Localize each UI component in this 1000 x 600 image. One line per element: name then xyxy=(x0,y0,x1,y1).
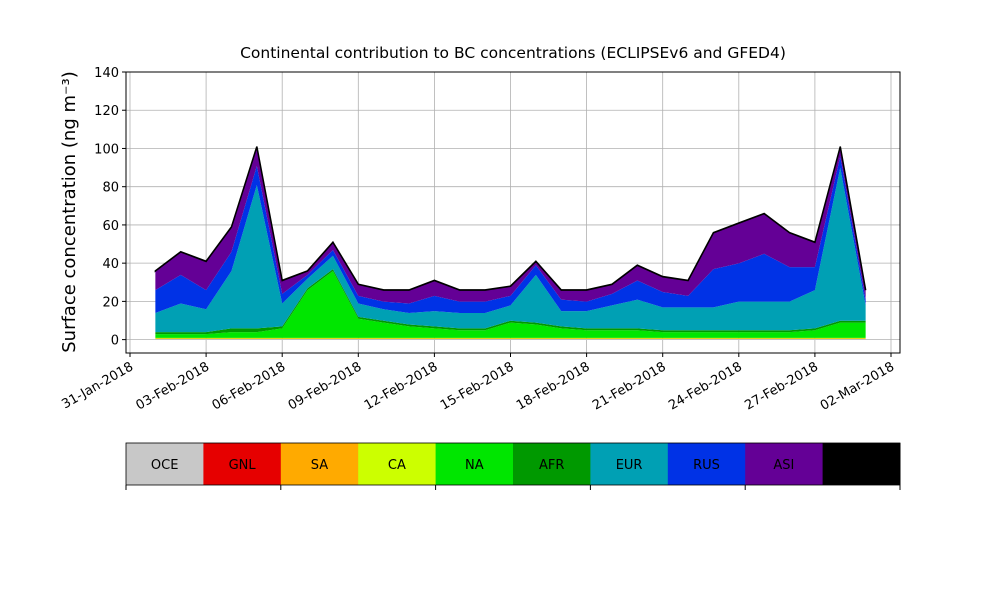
legend-label: RUS xyxy=(693,458,720,473)
y-tick-label: 40 xyxy=(102,257,119,272)
area xyxy=(155,156,866,314)
x-tick-label: 31-Jan-2018 xyxy=(59,359,136,412)
x-tick-label: 24-Feb-2018 xyxy=(666,359,745,413)
y-tick-label: 140 xyxy=(94,66,119,81)
area xyxy=(154,146,867,291)
x-tick-label: 18-Feb-2018 xyxy=(514,359,593,413)
area xyxy=(155,270,866,338)
legend-label: EUR xyxy=(616,458,643,473)
x-tick-label: 02-Mar-2018 xyxy=(818,359,897,413)
legend-label: AFR xyxy=(539,458,564,473)
legend-label: OCE xyxy=(151,458,179,473)
legend-swatch xyxy=(358,443,437,485)
y-tick-label: 80 xyxy=(102,181,119,196)
y-axis-label: Surface concentration (ng m⁻³) xyxy=(59,71,80,353)
legend-swatch xyxy=(280,443,359,485)
legend-label: SA xyxy=(311,458,328,473)
plot-frame xyxy=(125,71,901,354)
y-tick-label: 20 xyxy=(102,295,119,310)
legend-swatch xyxy=(513,443,591,485)
legend: OCE GNL SA CA NA AFR EUR RUS ASI AUS xyxy=(125,442,901,490)
legend-label: AUS xyxy=(848,458,875,473)
x-tick-label: 03-Feb-2018 xyxy=(134,359,213,413)
x-tick-label: 09-Feb-2018 xyxy=(286,359,365,413)
legend-swatch xyxy=(590,443,669,485)
y-tick-label: 120 xyxy=(94,104,119,119)
legend-frame xyxy=(125,442,901,486)
legend-label: GNL xyxy=(229,458,257,473)
legend-swatch xyxy=(822,443,901,485)
x-tick-label: 12-Feb-2018 xyxy=(362,359,441,413)
legend-swatch xyxy=(126,443,204,485)
legend-swatch xyxy=(435,443,514,485)
y-tick-label: 0 xyxy=(111,334,119,349)
plot-area: 0 20 40 60 80 100 120 140 31-Jan-201803-Feb-2018… xyxy=(59,66,901,414)
area xyxy=(155,339,866,340)
x-tick-label: 21-Feb-2018 xyxy=(590,359,669,413)
legend-label: CA xyxy=(388,458,406,473)
x-tick-label: 15-Feb-2018 xyxy=(438,359,517,413)
y-tick-label: 100 xyxy=(94,142,119,157)
area xyxy=(155,269,866,335)
area xyxy=(155,337,866,339)
chart-title: Continental contribution to BC concentra… xyxy=(240,44,786,62)
legend-swatch xyxy=(667,443,746,485)
legend-label: NA xyxy=(465,458,484,473)
area xyxy=(155,167,866,333)
y-tick-label: 60 xyxy=(102,219,119,234)
legend-label: ASI xyxy=(773,458,794,473)
x-tick-label: 27-Feb-2018 xyxy=(742,359,821,413)
legend-swatch xyxy=(203,443,282,485)
legend-swatch xyxy=(745,443,824,485)
x-tick-label: 06-Feb-2018 xyxy=(210,359,289,413)
